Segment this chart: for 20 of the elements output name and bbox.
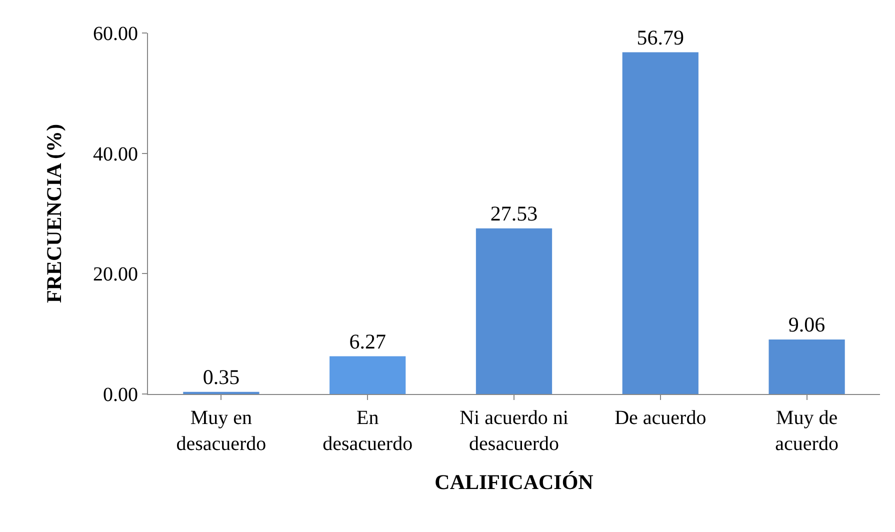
y-tick-label: 0.00 bbox=[103, 384, 138, 406]
data-label: 27.53 bbox=[490, 201, 538, 226]
x-axis-title: CALIFICACIÓN bbox=[434, 470, 594, 494]
y-tick-label: 40.00 bbox=[93, 143, 138, 166]
x-tick-label: Ni acuerdo ni desacuerdo bbox=[460, 407, 569, 455]
data-label: 0.35 bbox=[202, 364, 240, 389]
x-tick-label: De acuerdo bbox=[614, 407, 706, 429]
x-tick-label: En desacuerdo bbox=[322, 407, 413, 455]
x-tick-label: Muy de acuerdo bbox=[775, 407, 838, 455]
data-label: 6.27 bbox=[349, 329, 386, 354]
data-label: 9.06 bbox=[788, 312, 826, 336]
y-tick-label: 20.00 bbox=[93, 264, 138, 286]
bar bbox=[622, 52, 698, 394]
bar bbox=[768, 339, 845, 394]
x-tick-label: Muy en desacuerdo bbox=[176, 407, 266, 455]
y-tick-label: 60.00 bbox=[93, 23, 138, 45]
bar bbox=[330, 356, 406, 394]
data-label: 56.79 bbox=[636, 25, 684, 50]
bar bbox=[476, 228, 552, 394]
y-axis-title: FRECUENCIA (%) bbox=[42, 124, 66, 304]
